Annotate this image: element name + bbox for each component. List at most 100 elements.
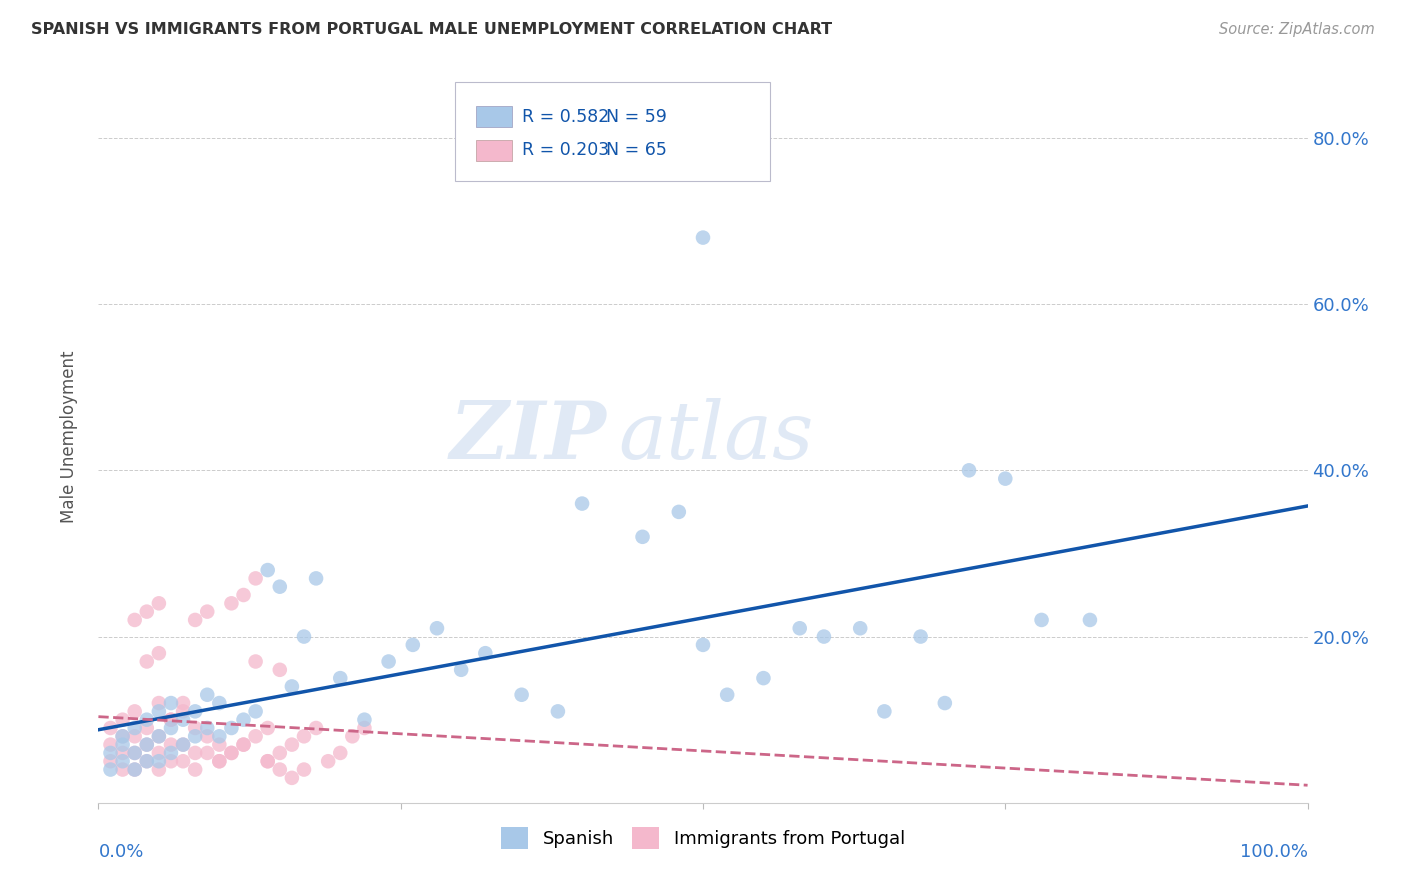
Point — [547, 705, 569, 719]
Point — [135, 738, 157, 752]
Point — [111, 729, 134, 743]
Point — [111, 763, 134, 777]
Point — [245, 655, 267, 669]
Text: 100.0%: 100.0% — [1240, 843, 1308, 861]
Point — [100, 746, 122, 760]
Point — [160, 713, 183, 727]
Point — [148, 696, 170, 710]
Point — [135, 605, 157, 619]
Point — [510, 688, 533, 702]
Point — [269, 746, 291, 760]
Point — [148, 754, 170, 768]
Point — [172, 705, 194, 719]
Point — [934, 696, 956, 710]
Point — [195, 746, 218, 760]
Point — [342, 729, 364, 743]
Point — [160, 713, 183, 727]
Point — [256, 754, 278, 768]
Point — [172, 713, 194, 727]
Point — [148, 746, 170, 760]
Point — [124, 705, 146, 719]
Point — [195, 688, 218, 702]
Point — [100, 754, 122, 768]
Point — [160, 738, 183, 752]
Text: SPANISH VS IMMIGRANTS FROM PORTUGAL MALE UNEMPLOYMENT CORRELATION CHART: SPANISH VS IMMIGRANTS FROM PORTUGAL MALE… — [31, 22, 832, 37]
Point — [100, 721, 122, 735]
Point — [172, 738, 194, 752]
Text: atlas: atlas — [619, 399, 814, 475]
Point — [752, 671, 775, 685]
Point — [221, 721, 243, 735]
Text: R = 0.203: R = 0.203 — [522, 141, 609, 160]
Point — [111, 713, 134, 727]
Point — [135, 738, 157, 752]
Point — [160, 754, 183, 768]
Y-axis label: Male Unemployment: Male Unemployment — [59, 351, 77, 524]
Point — [148, 646, 170, 660]
Point — [474, 646, 496, 660]
Text: Source: ZipAtlas.com: Source: ZipAtlas.com — [1219, 22, 1375, 37]
Point — [221, 746, 243, 760]
Point — [208, 729, 231, 743]
Point — [124, 763, 146, 777]
Point — [377, 655, 399, 669]
Point — [208, 738, 231, 752]
Point — [305, 721, 328, 735]
Point — [172, 738, 194, 752]
Point — [184, 746, 207, 760]
Point — [195, 721, 218, 735]
Point — [135, 721, 157, 735]
Point — [160, 721, 183, 735]
Point — [184, 613, 207, 627]
Point — [195, 605, 218, 619]
Point — [232, 738, 254, 752]
Point — [232, 588, 254, 602]
Point — [124, 746, 146, 760]
Point — [232, 738, 254, 752]
Point — [148, 763, 170, 777]
Point — [256, 754, 278, 768]
Point — [256, 563, 278, 577]
Point — [269, 663, 291, 677]
Point — [269, 580, 291, 594]
Point — [305, 571, 328, 585]
Point — [232, 713, 254, 727]
Point — [450, 663, 472, 677]
Point — [813, 630, 835, 644]
Point — [849, 621, 872, 635]
Point — [692, 638, 714, 652]
Point — [329, 746, 352, 760]
Point — [124, 763, 146, 777]
Point — [245, 571, 267, 585]
Point — [148, 729, 170, 743]
Point — [292, 763, 315, 777]
Point — [160, 746, 183, 760]
Point — [124, 721, 146, 735]
Point — [789, 621, 811, 635]
Point — [184, 763, 207, 777]
Point — [292, 729, 315, 743]
FancyBboxPatch shape — [475, 106, 512, 127]
Point — [316, 754, 339, 768]
Point — [135, 754, 157, 768]
Point — [195, 729, 218, 743]
Point — [1031, 613, 1053, 627]
Point — [994, 472, 1017, 486]
Point — [957, 463, 980, 477]
Point — [111, 754, 134, 768]
Point — [111, 729, 134, 743]
Point — [873, 705, 896, 719]
Point — [292, 630, 315, 644]
Text: N = 59: N = 59 — [606, 108, 666, 126]
FancyBboxPatch shape — [456, 82, 769, 181]
Point — [208, 754, 231, 768]
Point — [208, 754, 231, 768]
Point — [184, 721, 207, 735]
Point — [111, 738, 134, 752]
Point — [160, 696, 183, 710]
Point — [269, 763, 291, 777]
Point — [245, 705, 267, 719]
Point — [135, 754, 157, 768]
Point — [402, 638, 425, 652]
Point — [124, 746, 146, 760]
